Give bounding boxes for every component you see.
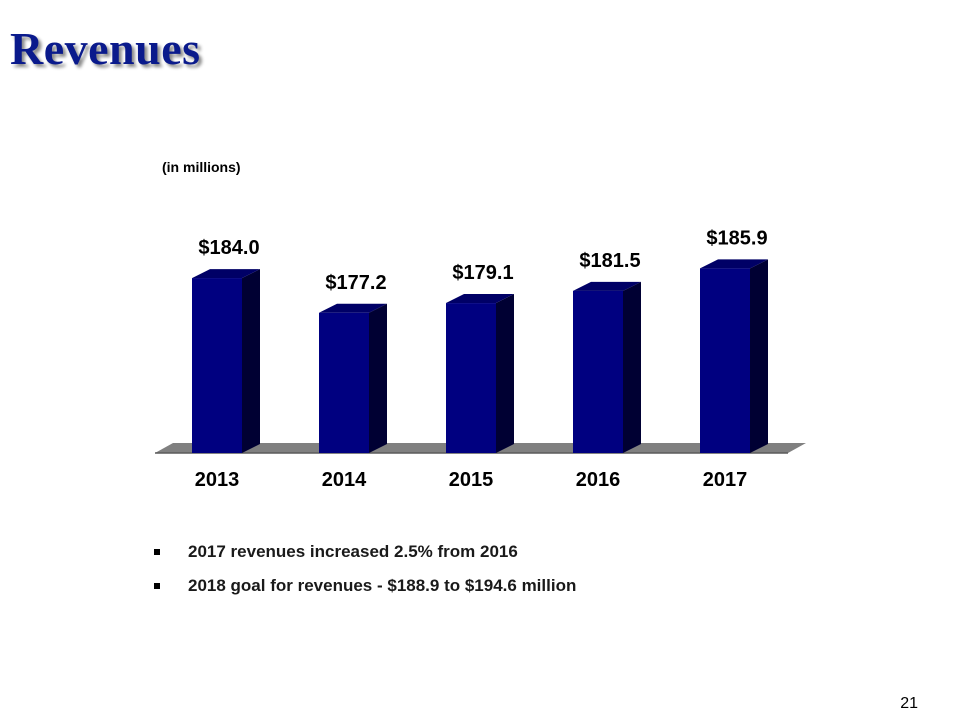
x-tick-label: 2015 <box>449 469 494 491</box>
bar-top <box>573 281 641 291</box>
page-title: Revenues <box>10 23 201 74</box>
bar-top <box>446 294 514 304</box>
bar-top <box>319 303 387 313</box>
data-label: $179.1 <box>452 262 513 284</box>
bar-2014 <box>319 303 387 453</box>
x-tick-label: 2017 <box>703 469 748 491</box>
bar-2015 <box>446 294 514 453</box>
data-label: $185.9 <box>706 227 767 249</box>
bar-2013 <box>192 269 260 453</box>
bullet-square-icon <box>154 549 160 555</box>
page-number: 21 <box>900 695 918 712</box>
bullet-item: 2017 revenues increased 2.5% from 2016 <box>152 542 576 562</box>
bullet-square-icon <box>154 583 160 589</box>
bar-front <box>573 290 623 453</box>
x-tick-label: 2014 <box>322 469 367 491</box>
bullet-text: 2018 goal for revenues - $188.9 to $194.… <box>188 576 577 595</box>
bullet-item: 2018 goal for revenues - $188.9 to $194.… <box>152 576 576 596</box>
bar-side <box>496 294 514 453</box>
bar-side <box>369 303 387 453</box>
bar-front <box>192 278 242 453</box>
bar-side <box>750 259 768 453</box>
bar-front <box>319 312 369 453</box>
data-label: $181.5 <box>579 250 640 272</box>
x-tick-label: 2013 <box>195 469 240 491</box>
bar-top <box>700 259 768 269</box>
bar-side <box>623 281 641 453</box>
bar-front <box>700 268 750 453</box>
bar-2017 <box>700 259 768 453</box>
bullet-list: 2017 revenues increased 2.5% from 2016 2… <box>152 542 576 610</box>
bullet-text: 2017 revenues increased 2.5% from 2016 <box>188 542 518 561</box>
units-note: (in millions) <box>162 159 241 175</box>
bar-front <box>446 303 496 453</box>
bar-2016 <box>573 281 641 453</box>
x-tick-label: 2016 <box>576 469 621 491</box>
data-label: $177.2 <box>325 272 386 294</box>
bar-side <box>242 269 260 453</box>
data-label: $184.0 <box>198 237 259 259</box>
bar-top <box>192 269 260 279</box>
